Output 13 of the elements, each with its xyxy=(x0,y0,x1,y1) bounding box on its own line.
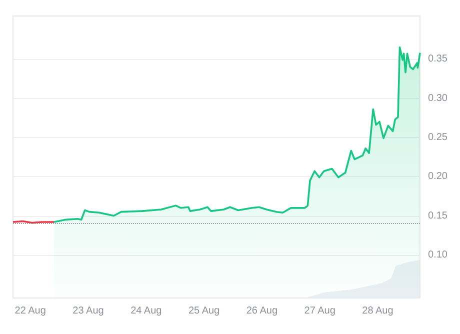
x-tick-label: 24 Aug xyxy=(130,306,162,316)
y-tick-label: 0.30 xyxy=(428,92,448,104)
y-tick-label: 0.25 xyxy=(428,132,448,143)
x-tick-label: 27 Aug xyxy=(304,306,336,316)
x-tick-label: 25 Aug xyxy=(188,306,220,316)
y-tick-label: 0.15 xyxy=(428,210,448,222)
y-tick-label: 0.10 xyxy=(428,249,448,260)
x-tick-label: 22 Aug xyxy=(14,306,46,316)
y-tick-label: 0.35 xyxy=(428,54,448,65)
x-tick-label: 28 Aug xyxy=(362,306,394,316)
x-tick-label: 23 Aug xyxy=(72,306,104,316)
x-tick-label: 26 Aug xyxy=(246,306,278,316)
y-tick-label: 0.20 xyxy=(428,171,448,182)
